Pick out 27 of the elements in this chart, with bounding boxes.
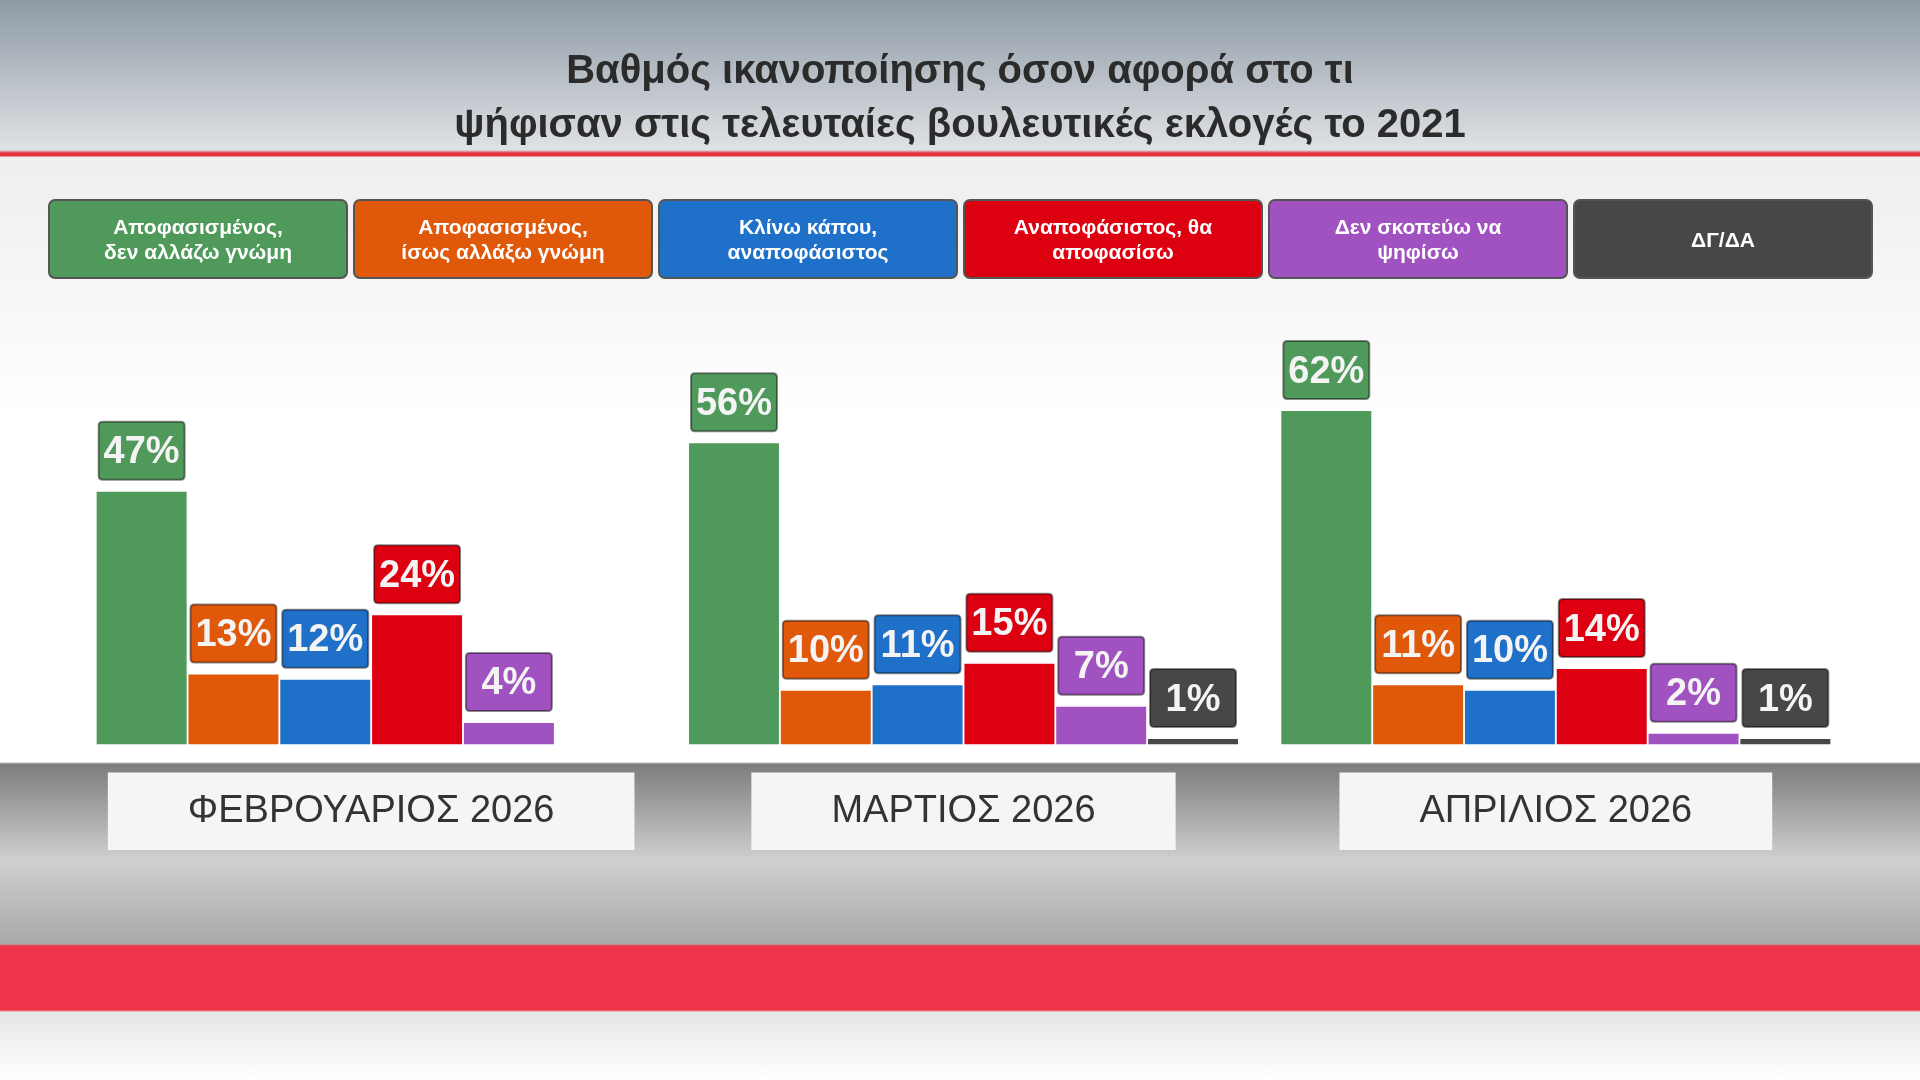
x-tick-label: ΜΑΡΤΙΟΣ 2026: [831, 787, 1096, 830]
data-label: 10%: [787, 628, 864, 671]
x-tick-label: ΑΠΡΙΛΙΟΣ 2026: [1419, 787, 1693, 830]
data-label: 10%: [1471, 628, 1548, 671]
text: Κλίνω κάπου, αναποφάσιστος: [697, 210, 919, 268]
text: Αναποφάσιστος, θα αποφασίσω: [1002, 210, 1224, 268]
text: ΔΓ/ΔΑ: [1683, 222, 1763, 256]
data-label: 47%: [103, 429, 180, 472]
data-label: 1%: [1757, 676, 1813, 719]
text: Δεν σκοπεύω να ψηφίσω: [1307, 210, 1529, 268]
data-label: 13%: [195, 611, 272, 654]
data-label: 2%: [1666, 671, 1722, 714]
data-label: 24%: [379, 552, 456, 595]
data-label: 7%: [1073, 644, 1129, 687]
data-label: 12%: [287, 617, 364, 660]
text: Αποφασισμένος, δεν αλλάζω γνώμη: [87, 210, 309, 268]
data-label: 62%: [1288, 348, 1365, 391]
text: Αποφασισμένος, ίσως αλλάξω γνώμη: [392, 210, 614, 268]
data-label: 14%: [1563, 606, 1640, 649]
data-label: 15%: [971, 601, 1048, 644]
data-label: 56%: [695, 380, 772, 423]
data-label: 1%: [1165, 676, 1221, 719]
x-tick-label: ΦΕΒΡΟΥΑΡΙΟΣ 2026: [187, 787, 555, 830]
chart-title: Βαθμός ικανοποίησης όσον αφορά στο τι ψήφισαν στις τελευταίες βουλευτικές εκλογές το 2021: [453, 46, 1467, 147]
data-label: 11%: [880, 622, 955, 665]
data-label: 4%: [481, 660, 537, 703]
data-label: 11%: [1381, 622, 1456, 665]
